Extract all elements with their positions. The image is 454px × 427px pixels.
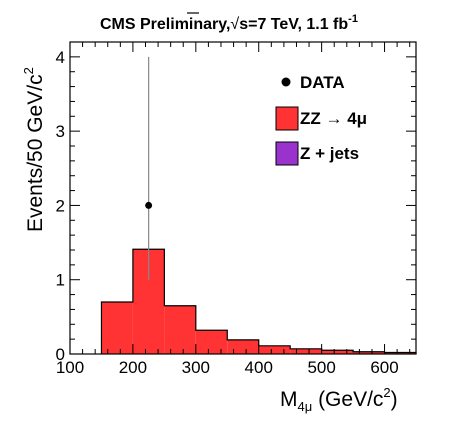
y-tick-label-3: 3 [56, 122, 65, 141]
y-axis-title-sup: 2 [21, 67, 36, 74]
y-tick-label-1: 1 [56, 271, 65, 290]
x-tick-label-0: 100 [56, 358, 84, 377]
title-prefix: CMS Preliminary, [100, 16, 230, 33]
legend: DATA ZZ → 4μ Z + jets [275, 73, 367, 166]
y-tick-label-0: 0 [56, 345, 65, 364]
bar-5 [258, 345, 291, 354]
y-axis-title-main: Events/50 GeV/c [24, 74, 47, 232]
y-tick-label-2: 2 [56, 196, 65, 215]
plot-frame [69, 41, 417, 355]
title-rest: s=7 TeV, 1.1 fb [239, 16, 348, 33]
x-axis-title: M4μ (GeV/c2) [280, 385, 398, 414]
x-axis-title-close: ) [391, 388, 398, 411]
legend-label-zjets: Z + jets [300, 144, 359, 163]
x-tick-label-5: 600 [370, 358, 398, 377]
x-axis-title-unit: (GeV/c [312, 388, 383, 411]
bar-7 [321, 350, 354, 354]
title-superscript: -1 [348, 13, 358, 25]
bar-6 [290, 348, 322, 354]
bar-0 [101, 302, 133, 354]
legend-data-marker [281, 77, 291, 87]
bar-8 [353, 351, 385, 354]
legend-label-data: DATA [300, 73, 345, 92]
x-axis-title-main: M [280, 388, 298, 411]
x-axis-title-sub: 4μ [298, 399, 313, 414]
legend-label-zz: ZZ → 4μ [300, 109, 367, 128]
x-tick-label-1: 200 [119, 358, 147, 377]
data-point-0 [145, 201, 153, 209]
axes: 100 200 300 400 500 600 0 1 2 3 4 [56, 41, 416, 377]
bar-9 [384, 352, 416, 354]
x-tick-label-2: 300 [182, 358, 210, 377]
bar-4 [227, 339, 259, 354]
legend-swatch-zz [275, 106, 299, 131]
y-axis-title: Events/50 GeV/c2 [21, 67, 47, 232]
chart-title: CMS Preliminary,√s=7 TeV, 1.1 fb-1 [100, 13, 358, 33]
title-root-symbol: √ [230, 16, 239, 33]
x-tick-label-3: 400 [245, 358, 273, 377]
x-tick-label-4: 500 [307, 358, 335, 377]
legend-swatch-zjets [275, 141, 299, 166]
y-tick-label-4: 4 [56, 48, 65, 67]
x-axis-title-sup: 2 [383, 385, 390, 400]
data-points [145, 56, 153, 280]
bar-3 [195, 330, 228, 354]
bar-2 [164, 305, 196, 354]
